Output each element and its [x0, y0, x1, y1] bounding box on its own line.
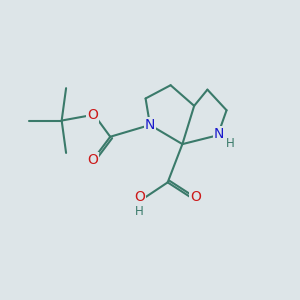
- Text: H: H: [135, 205, 144, 218]
- Text: O: O: [134, 190, 145, 204]
- Text: N: N: [214, 127, 224, 141]
- Text: O: O: [87, 153, 98, 167]
- Text: H: H: [226, 137, 235, 150]
- Text: O: O: [190, 190, 201, 204]
- Text: N: N: [145, 118, 155, 132]
- Text: O: O: [87, 108, 98, 122]
